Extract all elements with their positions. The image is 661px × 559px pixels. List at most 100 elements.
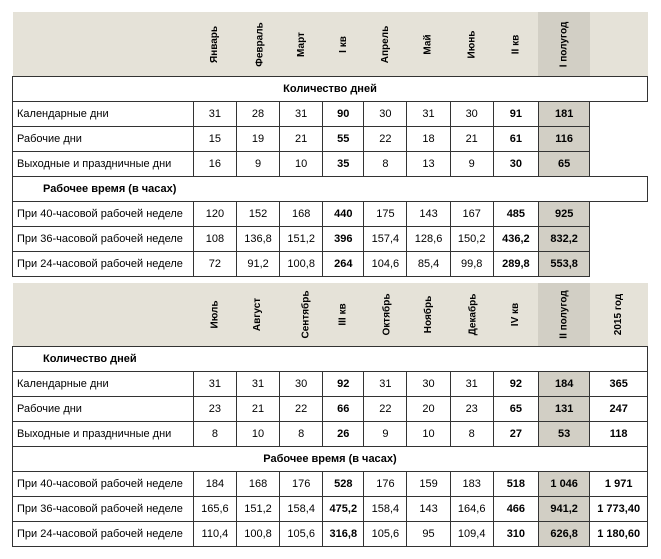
data-cell: 92 <box>323 372 364 397</box>
data-cell: 30 <box>493 151 538 176</box>
data-cell: 151,2 <box>236 497 279 522</box>
col-h1: I полугод <box>538 12 589 76</box>
spacer <box>590 12 648 76</box>
data-cell: 22 <box>364 397 407 422</box>
data-cell: 10 <box>280 151 323 176</box>
data-cell: 1 180,60 <box>590 522 648 547</box>
data-cell: 31 <box>280 101 323 126</box>
data-cell: 136,8 <box>236 226 279 251</box>
data-cell: 22 <box>280 397 323 422</box>
row-label: При 40-часовой рабочей неделе <box>13 472 194 497</box>
data-cell: 21 <box>280 126 323 151</box>
data-cell: 116 <box>538 126 589 151</box>
data-cell: 91,2 <box>236 251 279 276</box>
spacer-cell <box>590 251 648 276</box>
table-row: Календарные дни3128319030313091181 <box>13 101 648 126</box>
data-cell: 55 <box>323 126 364 151</box>
section-hours-1: Рабочее время (в часах) <box>13 176 648 201</box>
data-cell: 168 <box>236 472 279 497</box>
data-cell: 8 <box>280 422 323 447</box>
data-cell: 157,4 <box>364 226 407 251</box>
data-cell: 13 <box>407 151 450 176</box>
data-cell: 95 <box>407 522 450 547</box>
col-q1: I кв <box>323 12 364 76</box>
row-label: При 36-часовой рабочей неделе <box>13 226 194 251</box>
data-cell: 9 <box>450 151 493 176</box>
data-cell: 31 <box>193 372 236 397</box>
data-cell: 10 <box>236 422 279 447</box>
data-cell: 1 046 <box>538 472 589 497</box>
data-cell: 8 <box>364 151 407 176</box>
data-cell: 8 <box>193 422 236 447</box>
data-cell: 91 <box>493 101 538 126</box>
data-cell: 143 <box>407 201 450 226</box>
data-cell: 65 <box>538 151 589 176</box>
data-cell: 72 <box>193 251 236 276</box>
header-row-2: Июль Август Сентябрь III кв Октябрь Нояб… <box>13 283 648 347</box>
data-cell: 35 <box>323 151 364 176</box>
section-days-label: Количество дней <box>13 76 648 101</box>
corner-cell <box>13 12 194 76</box>
corner-cell <box>13 283 194 347</box>
spacer-cell <box>590 226 648 251</box>
data-cell: 30 <box>280 372 323 397</box>
data-cell: 20 <box>407 397 450 422</box>
col-oct: Октябрь <box>364 283 407 347</box>
data-cell: 65 <box>493 397 538 422</box>
row-label: При 24-часовой рабочей неделе <box>13 522 194 547</box>
data-cell: 9 <box>236 151 279 176</box>
row-label: Выходные и праздничные дни <box>13 422 194 447</box>
data-cell: 466 <box>493 497 538 522</box>
data-cell: 310 <box>493 522 538 547</box>
data-cell: 100,8 <box>236 522 279 547</box>
data-cell: 181 <box>538 101 589 126</box>
data-cell: 90 <box>323 101 364 126</box>
table-row: Выходные и праздничные дни81082691082753… <box>13 422 648 447</box>
spacer-cell <box>590 201 648 226</box>
data-cell: 16 <box>193 151 236 176</box>
data-cell: 31 <box>193 101 236 126</box>
section-days-1: Количество дней <box>13 76 648 101</box>
col-may: Май <box>407 12 450 76</box>
table-row: При 24-часовой рабочей неделе7291,2100,8… <box>13 251 648 276</box>
data-cell: 167 <box>450 201 493 226</box>
header-row-1: Январь Февраль Март I кв Апрель Май Июнь… <box>13 12 648 76</box>
data-cell: 10 <box>407 422 450 447</box>
col-jun: Июнь <box>450 12 493 76</box>
data-cell: 28 <box>236 101 279 126</box>
table-row: Рабочие дни2321226622202365131247 <box>13 397 648 422</box>
data-cell: 436,2 <box>493 226 538 251</box>
data-cell: 105,6 <box>364 522 407 547</box>
data-cell: 143 <box>407 497 450 522</box>
data-cell: 99,8 <box>450 251 493 276</box>
data-cell: 247 <box>590 397 648 422</box>
data-cell: 168 <box>280 201 323 226</box>
data-cell: 440 <box>323 201 364 226</box>
data-cell: 23 <box>193 397 236 422</box>
data-cell: 941,2 <box>538 497 589 522</box>
col-h2: II полугод <box>538 283 589 347</box>
data-cell: 21 <box>450 126 493 151</box>
data-cell: 19 <box>236 126 279 151</box>
row-label: Календарные дни <box>13 101 194 126</box>
data-cell: 316,8 <box>323 522 364 547</box>
data-cell: 159 <box>407 472 450 497</box>
table-row: При 40-часовой рабочей неделе12015216844… <box>13 201 648 226</box>
col-apr: Апрель <box>364 12 407 76</box>
data-cell: 151,2 <box>280 226 323 251</box>
calendar-table-h1: Январь Февраль Март I кв Апрель Май Июнь… <box>12 12 648 277</box>
data-cell: 128,6 <box>407 226 450 251</box>
col-nov: Ноябрь <box>407 283 450 347</box>
data-cell: 31 <box>236 372 279 397</box>
data-cell: 165,6 <box>193 497 236 522</box>
data-cell: 176 <box>364 472 407 497</box>
data-cell: 18 <box>407 126 450 151</box>
data-cell: 66 <box>323 397 364 422</box>
data-cell: 396 <box>323 226 364 251</box>
table-row: Календарные дни3131309231303192184365 <box>13 372 648 397</box>
data-cell: 22 <box>364 126 407 151</box>
section-hours-2: Рабочее время (в часах) <box>13 447 648 472</box>
data-cell: 15 <box>193 126 236 151</box>
row-label: Выходные и праздничные дни <box>13 151 194 176</box>
data-cell: 23 <box>450 397 493 422</box>
